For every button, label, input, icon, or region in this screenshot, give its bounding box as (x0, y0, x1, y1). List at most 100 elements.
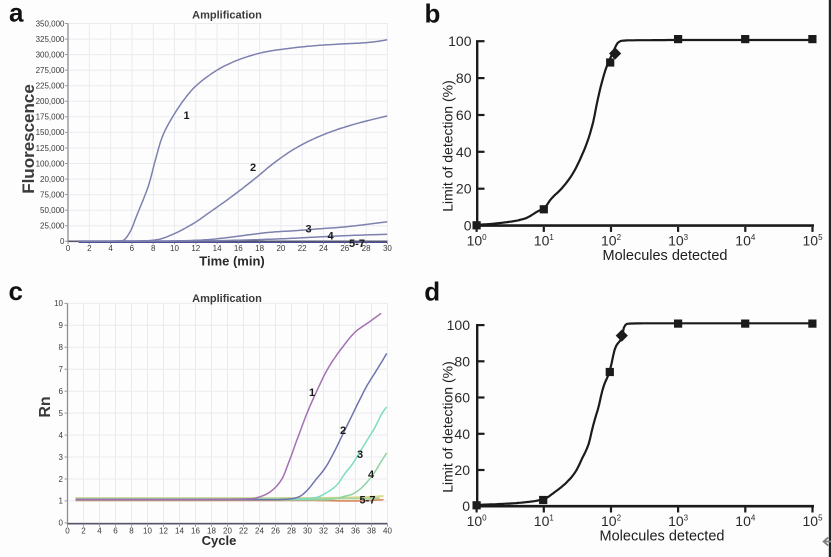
svg-text:3: 3 (357, 449, 363, 461)
svg-text:6: 6 (59, 387, 64, 396)
svg-text:100,000: 100,000 (36, 159, 65, 168)
svg-text:2: 2 (59, 475, 64, 484)
svg-text:100: 100 (447, 317, 471, 333)
svg-text:200,000: 200,000 (36, 97, 65, 106)
svg-text:36: 36 (351, 527, 360, 536)
svg-text:28: 28 (362, 244, 371, 253)
svg-text:175,000: 175,000 (36, 113, 65, 122)
svg-text:12: 12 (191, 244, 200, 253)
svg-text:a: a (9, 0, 24, 28)
svg-text:103: 103 (668, 513, 689, 529)
svg-text:100: 100 (467, 233, 488, 249)
svg-text:20: 20 (223, 527, 232, 536)
svg-text:100: 100 (448, 33, 472, 49)
svg-text:0: 0 (60, 237, 65, 246)
svg-text:6: 6 (113, 527, 118, 536)
svg-text:22: 22 (239, 527, 248, 536)
svg-text:0: 0 (59, 519, 64, 528)
svg-text:d: d (424, 277, 440, 307)
svg-text:40: 40 (383, 527, 392, 536)
svg-text:Amplification: Amplification (192, 10, 262, 22)
svg-text:1: 1 (59, 497, 64, 506)
svg-text:104: 104 (735, 233, 756, 249)
svg-text:24: 24 (319, 244, 328, 253)
svg-text:6: 6 (130, 244, 135, 253)
svg-text:103: 103 (668, 233, 689, 249)
svg-text:150,000: 150,000 (36, 128, 65, 137)
svg-text:8: 8 (129, 527, 134, 536)
svg-text:5-7: 5-7 (360, 495, 376, 507)
svg-text:Rn: Rn (37, 396, 54, 417)
svg-text:0: 0 (65, 527, 70, 536)
svg-text:60: 60 (454, 390, 470, 406)
svg-text:Limit of detection (%): Limit of detection (%) (440, 361, 456, 493)
svg-text:2: 2 (250, 162, 256, 174)
svg-text:8: 8 (59, 343, 64, 352)
svg-text:80: 80 (454, 353, 470, 369)
svg-text:18: 18 (207, 527, 216, 536)
svg-text:50,000: 50,000 (40, 206, 65, 215)
svg-text:12: 12 (159, 527, 168, 536)
svg-text:75,000: 75,000 (40, 190, 65, 199)
svg-text:4: 4 (368, 469, 375, 481)
svg-text:20: 20 (276, 244, 285, 253)
svg-text:20: 20 (456, 181, 472, 197)
svg-text:275,000: 275,000 (36, 66, 65, 75)
svg-text:105: 105 (803, 233, 824, 249)
svg-text:60: 60 (456, 107, 472, 123)
svg-text:40: 40 (454, 426, 470, 442)
svg-text:300,000: 300,000 (36, 50, 65, 59)
svg-text:25,000: 25,000 (40, 222, 65, 231)
svg-text:18: 18 (255, 244, 264, 253)
svg-text:26: 26 (271, 527, 280, 536)
svg-text:b: b (425, 0, 441, 28)
svg-text:34: 34 (335, 527, 344, 536)
svg-text:16: 16 (191, 527, 200, 536)
svg-text:14: 14 (175, 527, 184, 536)
svg-text:1: 1 (309, 387, 315, 399)
svg-text:38: 38 (367, 527, 376, 536)
svg-text:2: 2 (87, 244, 92, 253)
svg-text:0: 0 (464, 218, 472, 234)
svg-text:10: 10 (170, 244, 179, 253)
svg-text:Molecules detected: Molecules detected (603, 248, 728, 264)
svg-text:Limit of detection (%): Limit of detection (%) (440, 80, 456, 212)
svg-text:Amplification: Amplification (192, 293, 262, 305)
svg-text:20,000: 20,000 (40, 175, 65, 184)
svg-text:3: 3 (305, 223, 311, 235)
svg-text:102: 102 (601, 233, 622, 249)
svg-text:9: 9 (59, 321, 64, 330)
svg-text:80: 80 (456, 70, 472, 86)
svg-text:Fluorescence: Fluorescence (19, 84, 38, 194)
svg-text:125,000: 125,000 (36, 144, 65, 153)
svg-text:10: 10 (54, 299, 63, 308)
svg-text:2: 2 (340, 425, 346, 437)
svg-text:325,000: 325,000 (36, 35, 65, 44)
svg-text:3: 3 (59, 453, 64, 462)
svg-text:26: 26 (340, 244, 349, 253)
svg-text:101: 101 (534, 233, 555, 249)
svg-text:4: 4 (97, 527, 102, 536)
svg-text:28: 28 (287, 527, 296, 536)
svg-text:16: 16 (234, 244, 243, 253)
svg-text:100: 100 (467, 513, 488, 529)
svg-text:8: 8 (151, 244, 156, 253)
svg-text:105: 105 (803, 513, 824, 529)
svg-text:22: 22 (298, 244, 307, 253)
svg-text:Molecules detected: Molecules detected (600, 529, 725, 545)
svg-text:20: 20 (454, 462, 470, 478)
svg-text:2: 2 (81, 527, 86, 536)
svg-text:4: 4 (108, 244, 113, 253)
svg-text:5-7: 5-7 (349, 238, 365, 250)
svg-text:104: 104 (735, 513, 756, 529)
svg-text:0: 0 (66, 244, 71, 253)
svg-text:c: c (9, 276, 23, 306)
svg-text:350,000: 350,000 (36, 19, 65, 28)
svg-text:7: 7 (59, 365, 64, 374)
svg-text:102: 102 (601, 513, 622, 529)
svg-text:24: 24 (255, 527, 264, 536)
svg-text:32: 32 (319, 527, 328, 536)
svg-text:225,000: 225,000 (36, 82, 65, 91)
svg-text:40: 40 (456, 144, 472, 160)
svg-text:10: 10 (143, 527, 152, 536)
